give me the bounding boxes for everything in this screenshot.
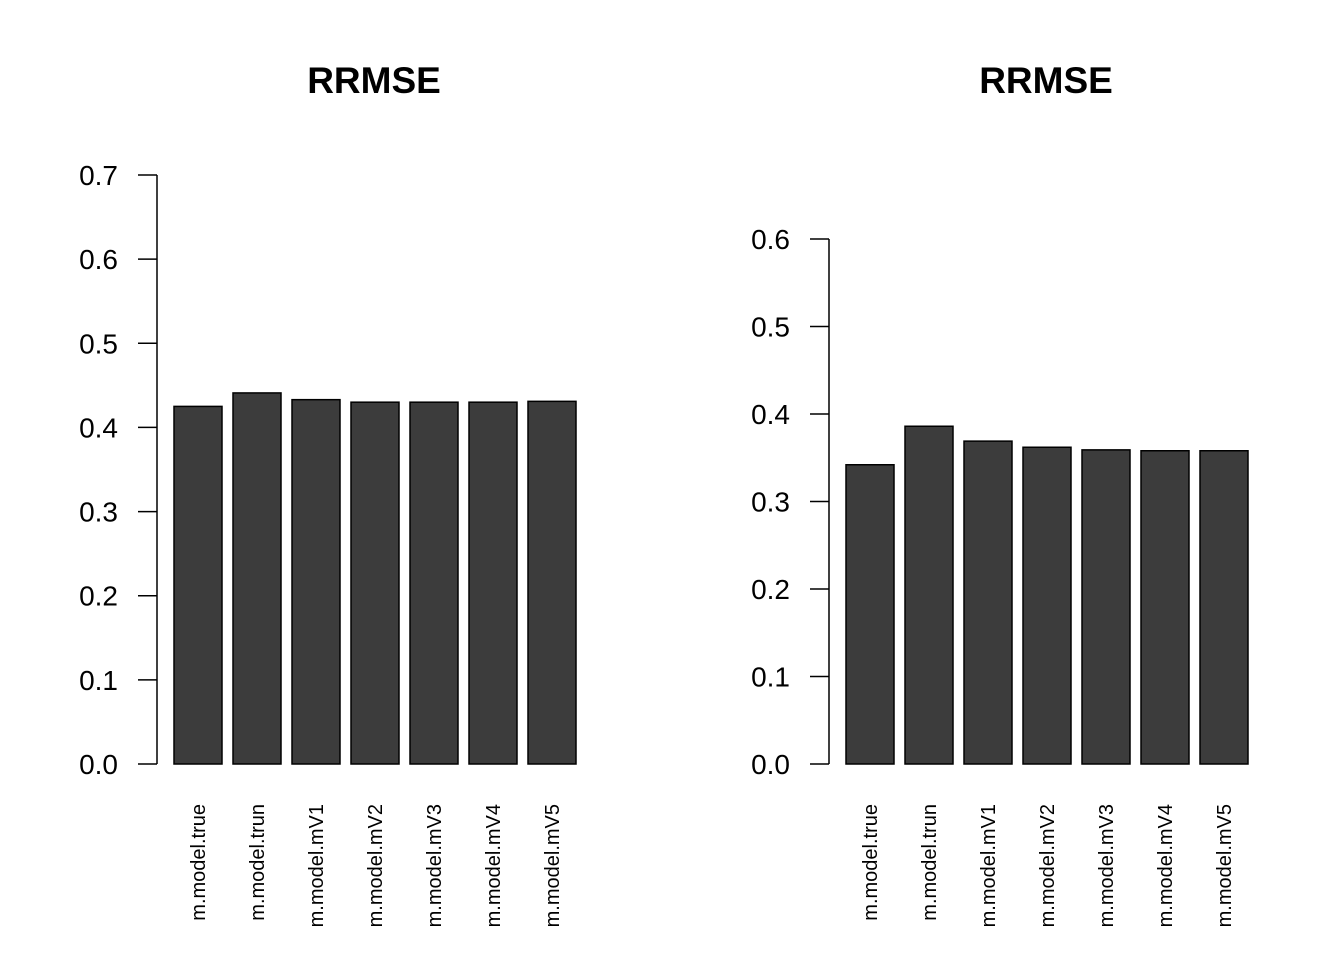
x-tick-label: m.model.mV2 [1037,804,1059,927]
chart-panel-right: RRMSE 0.0 0.1 0.2 0.3 0.4 0.5 0.6 m.model.true… [751,60,1249,927]
y-tick-label: 0.5 [751,312,790,343]
bar-m.model.true [845,464,895,765]
y-axis: 0.0 0.1 0.2 0.3 0.4 0.5 0.6 0.7 [79,160,158,780]
chart-panel-left: RRMSE 0.0 0.1 0.2 0.3 0.4 0.5 0.6 0.7 m.model.t… [79,60,577,927]
bar-m.model.mV2 [1022,446,1072,765]
y-tick-label: 0.0 [79,749,118,780]
x-tick-label: m.model.trun [247,804,269,921]
x-tick-label: m.model.mV3 [424,804,446,927]
y-tick-label: 0.0 [751,749,790,780]
bar-m.model.mV5 [527,400,577,765]
y-tick-label: 0.2 [751,574,790,605]
x-tick-label: m.model.mV1 [306,804,328,927]
y-tick-label: 0.6 [79,244,118,275]
x-tick-label: m.model.mV4 [483,804,505,927]
bar-m.model.mV2 [350,401,400,765]
bar-m.model.mV1 [291,398,341,765]
bar-m.model.mV4 [468,401,518,765]
bar-m.model.mV3 [409,401,459,765]
bar-m.model.mV3 [1081,449,1131,765]
y-tick-label: 0.1 [751,662,790,693]
x-axis-labels: m.model.true m.model.trun m.model.mV1 m.mod… [860,804,1236,927]
y-tick-label: 0.3 [751,487,790,518]
y-tick-label: 0.2 [79,581,118,612]
bar-group [845,425,1249,765]
x-tick-label: m.model.mV2 [365,804,387,927]
x-tick-label: m.model.trun [919,804,941,921]
x-axis-labels: m.model.true m.model.trun m.model.mV1 m.mod… [188,804,564,927]
x-tick-label: m.model.mV5 [1214,804,1236,927]
x-tick-label: m.model.mV3 [1096,804,1118,927]
x-tick-label: m.model.mV4 [1155,804,1177,927]
x-tick-label: m.model.mV1 [978,804,1000,927]
x-tick-label: m.model.true [860,804,882,921]
y-tick-label: 0.1 [79,665,118,696]
y-axis: 0.0 0.1 0.2 0.3 0.4 0.5 0.6 [751,224,830,780]
chart-title: RRMSE [307,60,441,101]
y-tick-label: 0.7 [79,160,118,191]
x-tick-label: m.model.mV5 [542,804,564,927]
y-tick-label: 0.6 [751,224,790,255]
y-tick-label: 0.3 [79,497,118,528]
y-tick-label: 0.4 [79,412,118,443]
y-tick-label: 0.4 [751,399,790,430]
chart-title: RRMSE [979,60,1113,101]
bar-m.model.mV1 [963,440,1013,765]
bar-m.model.trun [904,425,954,765]
bar-m.model.trun [232,392,282,765]
y-tick-label: 0.5 [79,328,118,359]
x-tick-label: m.model.true [188,804,210,921]
bar-m.model.true [173,405,223,765]
bar-m.model.mV4 [1140,450,1190,765]
bar-group [173,392,577,765]
bar-m.model.mV5 [1199,450,1249,765]
